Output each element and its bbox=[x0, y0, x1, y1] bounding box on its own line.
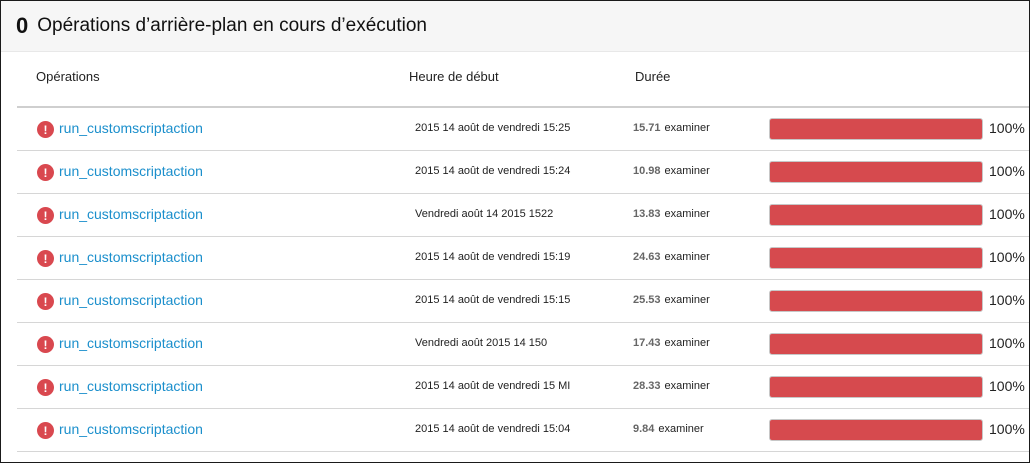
duration-cell: 10.98 examiner bbox=[633, 165, 710, 177]
progress-fill bbox=[770, 377, 982, 397]
duration-value: 15.71 bbox=[633, 122, 661, 134]
table-row: ! run_customscriptaction 2015 14 août de… bbox=[17, 409, 1029, 452]
operation-link[interactable]: run_customscriptaction bbox=[59, 421, 203, 437]
error-icon: ! bbox=[37, 293, 54, 310]
examine-link[interactable]: examiner bbox=[658, 423, 704, 435]
examine-link[interactable]: examiner bbox=[664, 165, 710, 177]
operation-link[interactable]: run_customscriptaction bbox=[59, 292, 203, 308]
start-time: 2015 14 août de vendredi 15:19 bbox=[415, 251, 571, 263]
operation-count: 0 bbox=[16, 13, 29, 38]
duration-value: 10.98 bbox=[633, 165, 661, 177]
start-time: Vendredi août 14 2015 1522 bbox=[415, 208, 554, 220]
error-icon: ! bbox=[37, 336, 54, 353]
duration-cell: 24.63 examiner bbox=[633, 251, 710, 263]
progress-percent: 100% bbox=[989, 206, 1025, 222]
examine-link[interactable]: examiner bbox=[664, 251, 710, 263]
progress-percent: 100% bbox=[989, 378, 1025, 394]
table-row: ! run_customscriptaction 2015 14 août de… bbox=[17, 108, 1029, 151]
progress-bar bbox=[769, 204, 983, 226]
progress-bar bbox=[769, 419, 983, 441]
operation-link[interactable]: run_customscriptaction bbox=[59, 163, 203, 179]
progress-percent: 100% bbox=[989, 335, 1025, 351]
error-icon: ! bbox=[37, 164, 54, 181]
operation-link[interactable]: run_customscriptaction bbox=[59, 120, 203, 136]
progress-bar bbox=[769, 290, 983, 312]
operation-link[interactable]: run_customscriptaction bbox=[59, 378, 203, 394]
progress-percent: 100% bbox=[989, 249, 1025, 265]
start-time: 2015 14 août de vendredi 15:25 bbox=[415, 122, 571, 134]
duration-cell: 25.53 examiner bbox=[633, 294, 710, 306]
progress-percent: 100% bbox=[989, 292, 1025, 308]
duration-cell: 9.84 examiner bbox=[633, 423, 704, 435]
header-divider bbox=[17, 106, 1029, 108]
duration-value: 13.83 bbox=[633, 208, 661, 220]
operation-link[interactable]: run_customscriptaction bbox=[59, 206, 203, 222]
error-icon: ! bbox=[37, 250, 54, 267]
progress-bar bbox=[769, 333, 983, 355]
progress-bar bbox=[769, 118, 983, 140]
column-header-duration: Durée bbox=[635, 69, 671, 84]
table-row: ! run_customscriptaction 2015 14 août de… bbox=[17, 280, 1029, 323]
column-header-start: Heure de début bbox=[409, 69, 499, 84]
duration-value: 28.33 bbox=[633, 380, 661, 392]
panel-header: 0 Opérations d’arrière-plan en cours d’e… bbox=[1, 1, 1029, 52]
table-row: ! run_customscriptaction 2015 14 août de… bbox=[17, 366, 1029, 409]
table-row: ! run_customscriptaction Vendredi août 2… bbox=[17, 323, 1029, 366]
progress-fill bbox=[770, 334, 982, 354]
duration-value: 9.84 bbox=[633, 423, 655, 435]
start-time: 2015 14 août de vendredi 15:04 bbox=[415, 423, 571, 435]
operation-link[interactable]: run_customscriptaction bbox=[59, 249, 203, 265]
error-icon: ! bbox=[37, 422, 54, 439]
table-row: ! run_customscriptaction 2015 14 août de… bbox=[17, 151, 1029, 194]
start-time: 2015 14 août de vendredi 15 MI bbox=[415, 380, 571, 392]
examine-link[interactable]: examiner bbox=[664, 294, 710, 306]
panel-title: Opérations d’arrière-plan en cours d’exé… bbox=[37, 15, 427, 36]
examine-link[interactable]: examiner bbox=[664, 380, 710, 392]
progress-fill bbox=[770, 248, 982, 268]
table-row: ! run_customscriptaction 2015 14 août de… bbox=[17, 237, 1029, 280]
examine-link[interactable]: examiner bbox=[664, 337, 710, 349]
duration-cell: 17.43 examiner bbox=[633, 337, 710, 349]
duration-value: 24.63 bbox=[633, 251, 661, 263]
duration-cell: 13.83 examiner bbox=[633, 208, 710, 220]
error-icon: ! bbox=[37, 207, 54, 224]
duration-cell: 15.71 examiner bbox=[633, 122, 710, 134]
duration-value: 25.53 bbox=[633, 294, 661, 306]
start-time: 2015 14 août de vendredi 15:15 bbox=[415, 294, 571, 306]
progress-fill bbox=[770, 420, 982, 440]
progress-fill bbox=[770, 162, 982, 182]
progress-bar bbox=[769, 247, 983, 269]
start-time: Vendredi août 2015 14 150 bbox=[415, 337, 548, 349]
progress-fill bbox=[770, 119, 982, 139]
start-time: 2015 14 août de vendredi 15:24 bbox=[415, 165, 571, 177]
error-icon: ! bbox=[37, 121, 54, 138]
error-icon: ! bbox=[37, 379, 54, 396]
progress-fill bbox=[770, 205, 982, 225]
examine-link[interactable]: examiner bbox=[664, 208, 710, 220]
progress-percent: 100% bbox=[989, 120, 1025, 136]
progress-fill bbox=[770, 291, 982, 311]
operations-table: ! run_customscriptaction 2015 14 août de… bbox=[17, 108, 1029, 452]
duration-value: 17.43 bbox=[633, 337, 661, 349]
duration-cell: 28.33 examiner bbox=[633, 380, 710, 392]
examine-link[interactable]: examiner bbox=[664, 122, 710, 134]
operation-link[interactable]: run_customscriptaction bbox=[59, 335, 203, 351]
progress-percent: 100% bbox=[989, 163, 1025, 179]
table-row: ! run_customscriptaction Vendredi août 1… bbox=[17, 194, 1029, 237]
column-header-operations: Opérations bbox=[36, 69, 100, 84]
progress-bar bbox=[769, 376, 983, 398]
progress-bar bbox=[769, 161, 983, 183]
progress-percent: 100% bbox=[989, 421, 1025, 437]
